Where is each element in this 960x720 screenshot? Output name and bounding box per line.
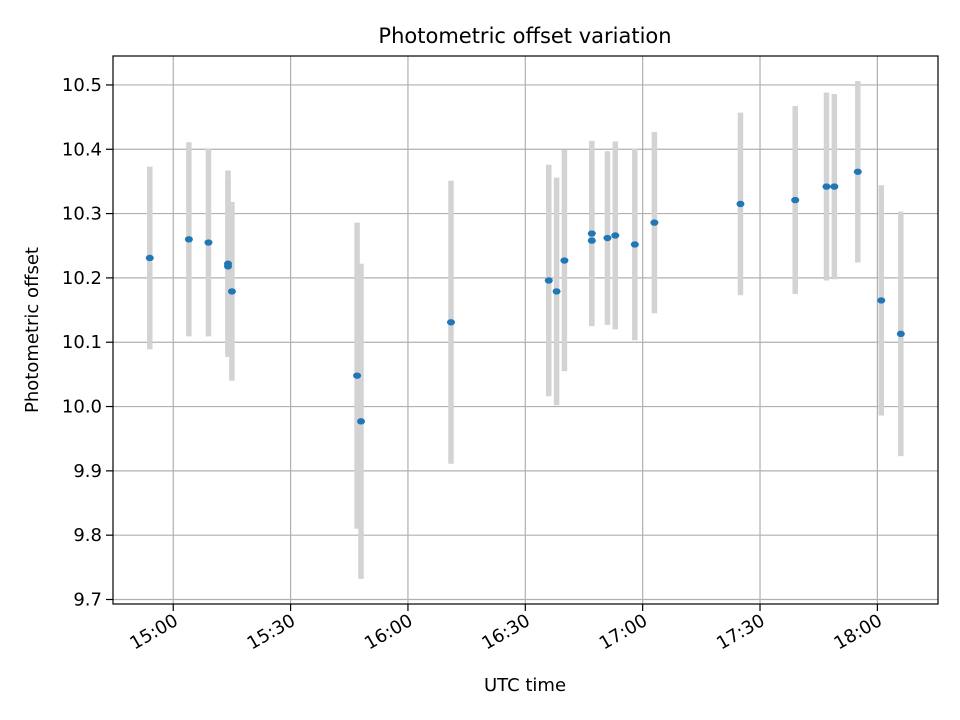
y-tick-label: 10.0 [62,397,102,418]
x-axis-title: UTC time [484,675,566,696]
data-point [227,288,236,295]
data-point [650,219,659,226]
data-points [145,168,905,425]
data-point [830,183,839,190]
y-axis: 9.7 9.8 9.9 10.0 10.1 10.2 10.3 10.4 10.5 [62,75,113,610]
data-point [587,230,596,237]
data-point [353,372,362,379]
y-tick-label: 10.5 [62,75,102,96]
y-tick-label: 9.7 [73,589,102,610]
data-point [896,330,905,338]
data-point [552,288,561,295]
data-point [446,319,455,326]
y-axis-title: Photometric offset [22,247,43,413]
y-tick-label: 10.1 [62,332,102,353]
data-point [603,234,612,242]
data-point [357,418,366,425]
data-point [822,183,831,190]
data-point [630,241,639,248]
grid [113,56,938,604]
data-point [877,297,886,304]
data-point [587,237,596,244]
data-point [184,236,193,243]
data-point [611,232,620,239]
data-point [224,263,233,270]
data-point [560,257,569,264]
y-tick-label: 10.4 [62,139,102,160]
data-point [736,200,745,208]
data-point [544,277,553,284]
y-tick-label: 10.3 [62,204,102,225]
data-point [145,254,154,262]
data-point [853,168,862,175]
data-point [204,239,213,246]
y-tick-label: 9.9 [73,461,102,482]
y-tick-label: 9.8 [73,525,102,546]
data-point [791,196,800,204]
y-tick-label: 10.2 [62,268,102,289]
chart-title: Photometric offset variation [378,24,671,48]
